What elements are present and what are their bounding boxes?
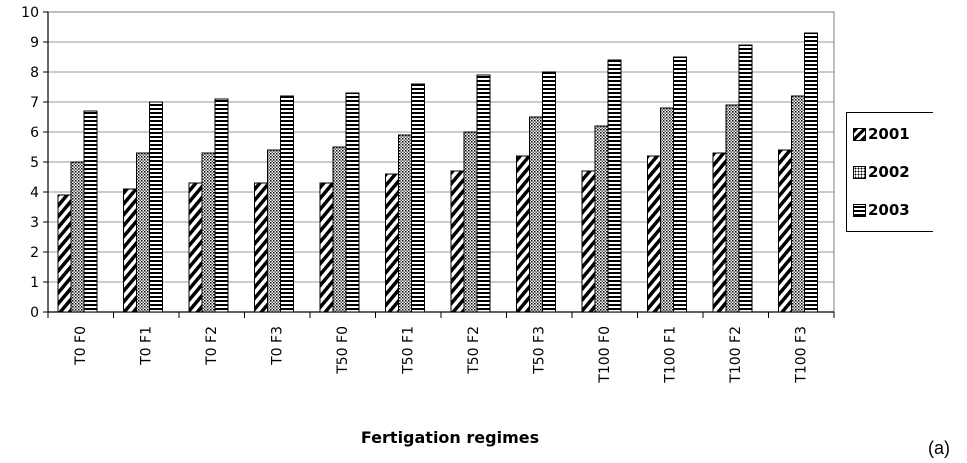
bar-2002 <box>725 104 740 313</box>
y-tick-label: 8 <box>30 65 39 81</box>
bar-2002 <box>594 125 609 313</box>
bar-2002 <box>529 116 543 313</box>
x-tick-label: T100 F2 <box>728 326 744 384</box>
bar-2002 <box>398 134 412 313</box>
bars <box>57 32 818 313</box>
legend-item-2003: 2003 <box>853 199 910 221</box>
y-tick-label: 10 <box>21 5 39 21</box>
legend-label: 2003 <box>868 201 910 219</box>
bar-2002 <box>332 146 347 313</box>
x-tick-label: T50 F2 <box>466 326 482 375</box>
bar-2001 <box>188 182 203 313</box>
x-tick-label: T0 F2 <box>204 326 220 366</box>
y-tick-label: 6 <box>30 125 39 141</box>
x-tick-labels: T0 F0 T0 F1 T0 F2 T0 F3 T50 F0 T50 F1 T50 F2 T5… <box>73 326 810 384</box>
gridlines <box>48 41 834 283</box>
bar-2003 <box>149 101 163 313</box>
x-tick-label: T0 F3 <box>269 326 285 366</box>
bar-2001 <box>647 155 661 313</box>
bar-2001 <box>516 155 530 313</box>
bar-2001 <box>123 188 137 313</box>
panel-label: (a) <box>928 438 950 458</box>
bar-2001 <box>319 182 334 313</box>
y-tick-label: 3 <box>30 215 39 231</box>
x-tick-label: T0 F0 <box>73 326 89 366</box>
y-tick-label: 1 <box>30 275 39 291</box>
axes <box>43 11 835 318</box>
x-tick-label: T0 F1 <box>138 326 154 366</box>
x-tick-label: T100 F0 <box>597 326 613 384</box>
bar-2002 <box>201 152 216 313</box>
bar-2001 <box>778 149 792 313</box>
bar-2003 <box>476 74 491 313</box>
bar-2001 <box>581 170 596 313</box>
bar-2002 <box>660 107 674 313</box>
bar-2001 <box>712 152 727 313</box>
legend-item-2002: 2002 <box>853 161 910 183</box>
y-tick-label: 9 <box>30 35 39 51</box>
bar-2002 <box>70 161 85 313</box>
bar-2002 <box>791 95 805 313</box>
legend-label: 2001 <box>868 125 910 143</box>
y-tick-labels: 0 1 2 3 4 5 6 7 8 9 10 <box>21 5 39 321</box>
x-tick-label: T50 F1 <box>400 326 416 375</box>
x-tick-label: T100 F1 <box>662 326 678 384</box>
x-tick-label: T100 F3 <box>793 326 809 384</box>
x-tick-label: T50 F0 <box>335 326 351 375</box>
legend-swatch-2001 <box>853 127 866 141</box>
bar-2003 <box>280 95 294 313</box>
bar-2003 <box>411 83 425 313</box>
bar-2003 <box>607 59 622 313</box>
bar-2003 <box>738 44 753 313</box>
legend-label: 2002 <box>868 163 910 181</box>
bar-2003 <box>542 71 556 313</box>
x-axis-title: Fertigation regimes <box>360 428 540 447</box>
bar-2003 <box>83 110 98 313</box>
legend: 2001 2002 2003 <box>846 112 933 232</box>
legend-item-2001: 2001 <box>853 123 910 145</box>
bar-2001 <box>385 173 399 313</box>
bar-2001 <box>57 194 72 313</box>
y-tick-label: 4 <box>30 185 39 201</box>
y-tick-label: 7 <box>30 95 39 111</box>
legend-swatch-2002 <box>853 165 866 179</box>
bar-2003 <box>345 92 360 313</box>
legend-swatch-2003 <box>853 203 866 217</box>
bar-2002 <box>267 149 281 313</box>
bar-2003 <box>804 32 818 313</box>
y-tick-label: 2 <box>30 245 39 261</box>
bar-2001 <box>254 182 268 313</box>
bar-2003 <box>214 98 229 313</box>
x-tick-label: T50 F3 <box>531 326 547 375</box>
bar-2002 <box>136 152 150 313</box>
y-tick-label: 0 <box>30 305 39 321</box>
y-tick-label: 5 <box>30 155 39 171</box>
bar-2003 <box>673 56 687 313</box>
bar-2002 <box>463 131 478 313</box>
bar-2001 <box>450 170 465 313</box>
